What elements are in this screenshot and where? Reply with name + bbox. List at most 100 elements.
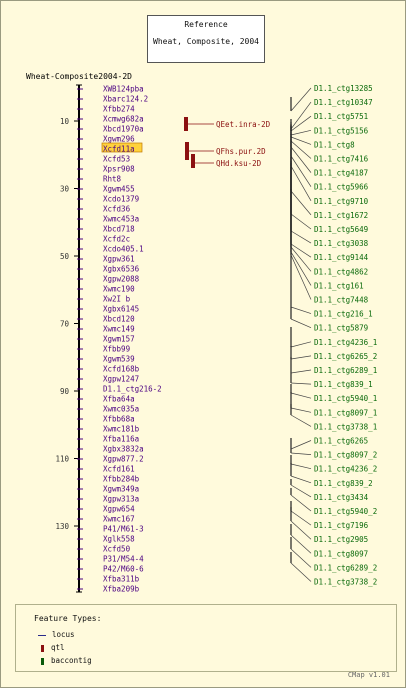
reference-box[interactable]: Reference Wheat, Composite, 2004 [147,15,265,63]
contig-label[interactable]: D1.1_ctg5751 [314,112,368,121]
contig-label[interactable]: D1.1_ctg5879 [314,324,368,333]
contig-label[interactable]: D1.1_ctg4862 [314,267,368,276]
contig-label[interactable]: D1.1_ctg8097_1 [314,408,377,417]
contig-label[interactable]: D1.1_ctg6289_1 [314,366,377,375]
contig-label[interactable]: D1.1_ctg839_2 [314,479,373,488]
locus-label[interactable]: Xbarc124.2 [103,95,148,104]
locus-label[interactable]: Xgbx6145 [103,305,139,314]
contig-label[interactable]: D1.1_ctg6265_2 [314,352,377,361]
contig-label[interactable]: D1.1_ctg7448 [314,296,369,305]
locus-label[interactable]: Xfba311b [103,575,140,584]
qtl-bar[interactable] [184,117,188,131]
locus-label[interactable]: Xcfd53 [103,155,130,164]
locus-label[interactable]: Xfbb284b [103,475,140,484]
contig-label[interactable]: D1.1_ctg7416 [314,155,369,164]
contig-label[interactable]: D1.1_ctg3738_1 [314,422,377,431]
locus-label[interactable]: Xgpw313a [103,495,139,504]
contig-connector [290,165,312,201]
contig-label[interactable]: D1.1_ctg6289_2 [314,563,377,572]
qtl-bar[interactable] [185,142,189,160]
locus-label[interactable]: Xgbx3832a [103,445,144,454]
contig-label[interactable]: D1.1_ctg1672 [314,211,368,220]
contig-label[interactable]: D1.1_ctg161 [314,281,364,290]
locus-label[interactable]: Xbcd120 [103,315,135,324]
locus-label[interactable]: Xwmc149 [103,325,135,334]
contig-label[interactable]: D1.1_ctg8097 [314,549,368,558]
locus-label[interactable]: Xfba116a [103,435,139,444]
qtl-label[interactable]: QFhs.pur.2D [216,147,266,156]
contig-label[interactable]: D1.1_ctg3434 [314,493,369,502]
map-title[interactable]: Wheat-Composite2004-2D [26,72,132,81]
locus-label[interactable]: Xgwm539 [103,355,135,364]
contig-label[interactable]: D1.1_ctg5940_2 [314,507,377,516]
locus-label[interactable]: Xcmwg682a [103,115,144,124]
locus-label[interactable]: P31/M54-4 [103,555,144,564]
contig-label[interactable]: D1.1_ctg5156 [314,126,369,135]
locus-label[interactable]: Xcfd2c [103,235,130,244]
locus-label[interactable]: Xgpw1247 [103,375,139,384]
locus-label[interactable]: Xcdo1379 [103,195,139,204]
qtl-label[interactable]: QEet.inra-2D [216,120,271,129]
locus-label[interactable]: P42/M60-6 [103,565,144,574]
locus-label[interactable]: Rht8 [103,175,122,184]
locus-label[interactable]: Xwmc167 [103,515,135,524]
locus-label[interactable]: Xcfd36 [103,205,131,214]
contig-label[interactable]: D1.1_ctg4236_1 [314,338,377,347]
locus-label[interactable]: Xcfd11a [103,145,135,154]
locus-label[interactable]: Xfba64a [103,395,135,404]
contig-connector [290,494,312,512]
locus-label[interactable]: Xgwm296 [103,135,135,144]
locus-label[interactable]: Xwmc190 [103,285,135,294]
contig-label[interactable]: D1.1_ctg216_1 [314,310,373,319]
locus-label[interactable]: Xfbb99 [103,345,130,354]
locus-label[interactable]: Xgwm157 [103,335,135,344]
locus-label[interactable]: XWB124pba [103,85,144,94]
locus-label[interactable]: Xcfd168b [103,365,140,374]
contig-label[interactable]: D1.1_ctg5649 [314,225,368,234]
contig-label[interactable]: D1.1_ctg4236_2 [314,465,377,474]
reference-title: Reference [184,20,228,29]
contig-label[interactable]: D1.1_ctg13285 [314,84,373,93]
locus-label[interactable]: Xpsr908 [103,165,135,174]
locus-label[interactable]: Xcfd50 [103,545,131,554]
qtl-bar[interactable] [191,154,195,168]
locus-label[interactable]: Xgpw2088 [103,275,140,284]
locus-label[interactable]: Xwmc453a [103,215,139,224]
contig-label[interactable]: D1.1_ctg839_1 [314,380,373,389]
locus-label[interactable]: Xwmc035a [103,405,139,414]
contig-label[interactable]: D1.1_ctg4187 [314,169,368,178]
locus-label[interactable]: Xgpw877.2 [103,455,144,464]
locus-label[interactable]: Xfba209b [103,585,140,594]
contig-label[interactable]: D1.1_ctg8 [314,140,355,149]
contig-label[interactable]: D1.1_ctg3738_2 [314,578,377,587]
locus-label[interactable]: D1.1_ctg216-2 [103,385,162,394]
locus-label[interactable]: Xwmc181b [103,425,140,434]
contig-label[interactable]: D1.1_ctg9144 [314,253,369,262]
locus-label[interactable]: P41/M61-3 [103,525,144,534]
locus-label[interactable]: Xgwm455 [103,185,135,194]
contig-label[interactable]: D1.1_ctg10347 [314,98,373,107]
contig-label[interactable]: D1.1_ctg5966 [314,183,369,192]
locus-label[interactable]: Xbcd718 [103,225,135,234]
locus-label[interactable]: Xcdo405.1 [103,245,144,254]
qtl-label[interactable]: QHd.ksu-2D [216,159,262,168]
locus-label[interactable]: Xw2I b [103,295,131,304]
locus-label[interactable]: Xgbx6536 [103,265,140,274]
reference-map-name[interactable]: Wheat, Composite, 2004 [153,37,259,46]
contig-label[interactable]: D1.1_ctg9710 [314,197,369,206]
contig-label[interactable]: D1.1_ctg8097_2 [314,451,377,460]
contig-label[interactable]: D1.1_ctg3038 [314,239,369,248]
contig-label[interactable]: D1.1_ctg6265 [314,437,368,446]
locus-label[interactable]: Xgpw361 [103,255,135,264]
locus-label[interactable]: Xgpw654 [103,505,135,514]
locus-label[interactable]: Xfbb274 [103,105,135,114]
contig-label[interactable]: D1.1_ctg2905 [314,535,368,544]
contig-label[interactable]: D1.1_ctg7196 [314,521,369,530]
locus-label[interactable]: Xfbb68a [103,415,135,424]
locus-label[interactable]: Xglk558 [103,535,135,544]
contig-label[interactable]: D1.1_ctg5940_1 [314,394,377,403]
locus-label[interactable]: Xbcd1970a [103,125,144,134]
locus-label[interactable]: Xcfd161 [103,465,135,474]
contig-connector [290,355,312,360]
locus-label[interactable]: Xgwm349a [103,485,139,494]
